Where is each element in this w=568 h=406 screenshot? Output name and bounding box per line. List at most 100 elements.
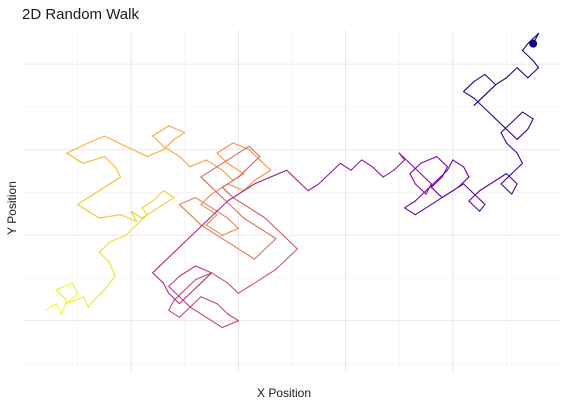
- walk-segment-148: [361, 159, 373, 168]
- walk-segment-133: [184, 231, 197, 243]
- walk-segment-25: [130, 210, 138, 223]
- walk-segment-101: [259, 268, 277, 281]
- walk-segment-65: [205, 214, 218, 226]
- walk-segment-73: [189, 214, 202, 226]
- walk-segment-72: [178, 203, 191, 216]
- walk-segment-6: [66, 292, 79, 305]
- walk-segment-33: [114, 166, 122, 178]
- walk-segment-214: [532, 60, 540, 69]
- walk-segment-78: [253, 248, 266, 260]
- walk-segment-79: [264, 238, 277, 250]
- walk-segment-120: [168, 285, 180, 298]
- walk-segment-204: [473, 73, 486, 82]
- walk-segment-178: [462, 183, 475, 195]
- walk-segment-77: [243, 251, 256, 260]
- walk-segment-28: [87, 210, 100, 219]
- walk-segment-183: [479, 179, 497, 192]
- walk-segment-98: [286, 238, 298, 250]
- walk-segment-93: [221, 186, 234, 199]
- walk-segment-12: [109, 262, 116, 277]
- walk-segment-127: [168, 292, 180, 305]
- walk-segment-111: [178, 306, 191, 318]
- walk-segment-74: [200, 224, 218, 236]
- walk-segment-9: [87, 299, 95, 308]
- walk-segment-203: [462, 80, 475, 93]
- walk-segment-38: [87, 135, 105, 144]
- walk-end-marker: [529, 39, 538, 48]
- walk-segment-163: [430, 176, 443, 188]
- walk-segment-87: [216, 155, 234, 168]
- walk-segment-143: [307, 183, 320, 192]
- walk-segment-11: [103, 275, 116, 291]
- walk-segment-156: [425, 183, 432, 195]
- walk-segment-2: [60, 299, 68, 315]
- walk-segment-106: [194, 272, 213, 281]
- walk-segment-167: [462, 166, 470, 178]
- walk-segment-184: [495, 173, 507, 182]
- walk-segment-21: [162, 190, 175, 199]
- walk-segment-61: [227, 183, 245, 192]
- walk-segment-75: [216, 234, 234, 247]
- chart-title: 2D Random Walk: [22, 6, 139, 23]
- walk-segment-159: [409, 162, 422, 175]
- walk-segment-126: [178, 292, 191, 305]
- walk-segment-56: [232, 142, 250, 151]
- walk-segment-195: [521, 111, 534, 120]
- walk-segment-8: [82, 296, 89, 308]
- walk-segment-162: [441, 166, 448, 178]
- walk-segment-185: [505, 173, 518, 185]
- walk-segment-39: [103, 135, 127, 147]
- walk-segment-212: [516, 67, 529, 79]
- walk-segment-197: [516, 128, 529, 140]
- walk-segment-208: [473, 94, 486, 106]
- walk-segment-99: [286, 248, 298, 260]
- walk-segment-104: [227, 282, 239, 294]
- walk-segment-187: [500, 183, 513, 195]
- walk-segment-201: [473, 97, 486, 110]
- walk-segment-89: [248, 145, 261, 158]
- walk-segment-181: [468, 200, 481, 212]
- walk-segment-107: [184, 279, 197, 291]
- walk-segment-91: [237, 166, 250, 178]
- walk-segment-29: [77, 203, 89, 212]
- walk-segment-42: [162, 138, 175, 151]
- walk-segment-189: [511, 162, 524, 175]
- walk-segment-177: [446, 183, 465, 195]
- walk-segment-118: [189, 306, 207, 318]
- walk-segment-105: [211, 272, 229, 284]
- walk-segment-117: [205, 316, 223, 329]
- walk-segment-5: [71, 282, 79, 294]
- walk-segment-36: [66, 152, 84, 164]
- walk-segment-205: [484, 73, 497, 86]
- walk-segment-76: [232, 244, 245, 253]
- walk-segment-176: [430, 193, 448, 205]
- walk-segment-54: [216, 152, 229, 164]
- walk-segment-24: [130, 210, 143, 219]
- walk-segment-153: [398, 152, 411, 164]
- walk-segment-121: [168, 275, 180, 288]
- walk-segment-155: [420, 173, 432, 185]
- walk-segment-45: [152, 125, 170, 137]
- walk-segment-37: [66, 142, 89, 154]
- walk-segment-16: [125, 224, 138, 236]
- walk-segment-97: [275, 227, 288, 240]
- walk-segment-85: [200, 176, 213, 188]
- walk-segment-209: [484, 84, 497, 96]
- walk-segment-144: [318, 173, 331, 185]
- walk-segment-130: [152, 262, 164, 274]
- walk-segment-48: [178, 155, 191, 168]
- walk-segment-0: [44, 303, 57, 311]
- walk-segment-13: [98, 251, 111, 264]
- walk-segment-161: [436, 155, 448, 168]
- walk-segment-112: [189, 296, 202, 308]
- walk-segment-84: [211, 186, 223, 199]
- walk-segment-71: [178, 197, 197, 205]
- walk-segment-116: [221, 320, 239, 329]
- walk-segment-140: [270, 169, 288, 178]
- walk-segment-63: [200, 193, 213, 205]
- walk-segment-191: [505, 142, 518, 154]
- walk-segment-113: [200, 296, 218, 305]
- walk-segment-4: [55, 282, 73, 291]
